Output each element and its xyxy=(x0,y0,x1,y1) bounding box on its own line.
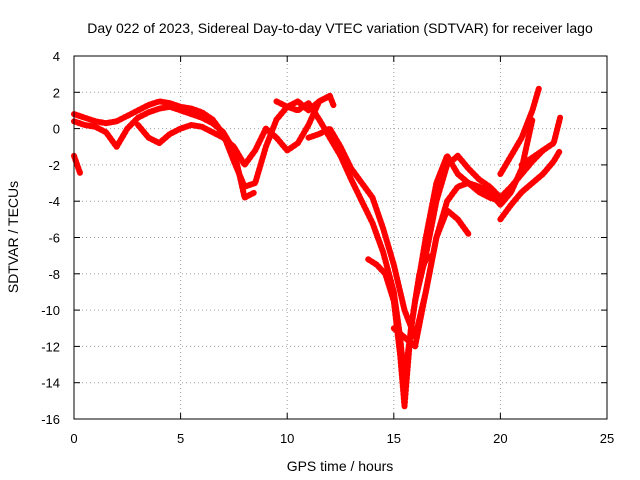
plot-frame xyxy=(73,55,608,420)
x-axis-label: GPS time / hours xyxy=(287,458,394,474)
y-tick-label: -2 xyxy=(48,158,60,173)
x-tick-label: 5 xyxy=(177,431,184,446)
y-axis-label: SDTVAR / TECUs xyxy=(5,181,21,293)
series-arc-8-core xyxy=(392,182,502,348)
x-tick-label: 15 xyxy=(387,431,401,446)
data-series xyxy=(71,85,564,410)
x-tick-label: 10 xyxy=(280,431,294,446)
y-tick-label: 4 xyxy=(53,49,60,64)
chart-title: Day 022 of 2023, Sidereal Day-to-day VTE… xyxy=(87,20,593,36)
y-tick-label: -12 xyxy=(41,339,60,354)
series-arc-11-core xyxy=(499,87,540,175)
x-tick-label: 0 xyxy=(70,431,77,446)
y-tick-label: 2 xyxy=(53,85,60,100)
series-arc-1-core xyxy=(73,154,82,175)
series-arc-4-core xyxy=(137,94,336,166)
series-arc-3-core xyxy=(73,105,257,199)
y-tick-label: -16 xyxy=(41,412,60,427)
x-tick-label: 25 xyxy=(600,431,614,446)
series-arc-10-core xyxy=(499,149,562,221)
y-tick-label: -6 xyxy=(48,231,60,246)
y-tick-label: -8 xyxy=(48,267,60,282)
series-arc-12-core xyxy=(520,116,562,166)
grid-lines xyxy=(74,56,607,419)
y-tick-label: -14 xyxy=(41,376,60,391)
axis-ticks: 0 5 10 15 20 25 -16 -14 -12 -10 -8 -6 -4 -2 0 2 4 xyxy=(41,49,614,446)
x-tick-label: 20 xyxy=(493,431,507,446)
y-tick-label: 0 xyxy=(53,122,60,137)
y-tick-label: -4 xyxy=(48,194,60,209)
y-tick-label: -10 xyxy=(41,303,60,318)
series-arc-9-core xyxy=(414,149,544,302)
